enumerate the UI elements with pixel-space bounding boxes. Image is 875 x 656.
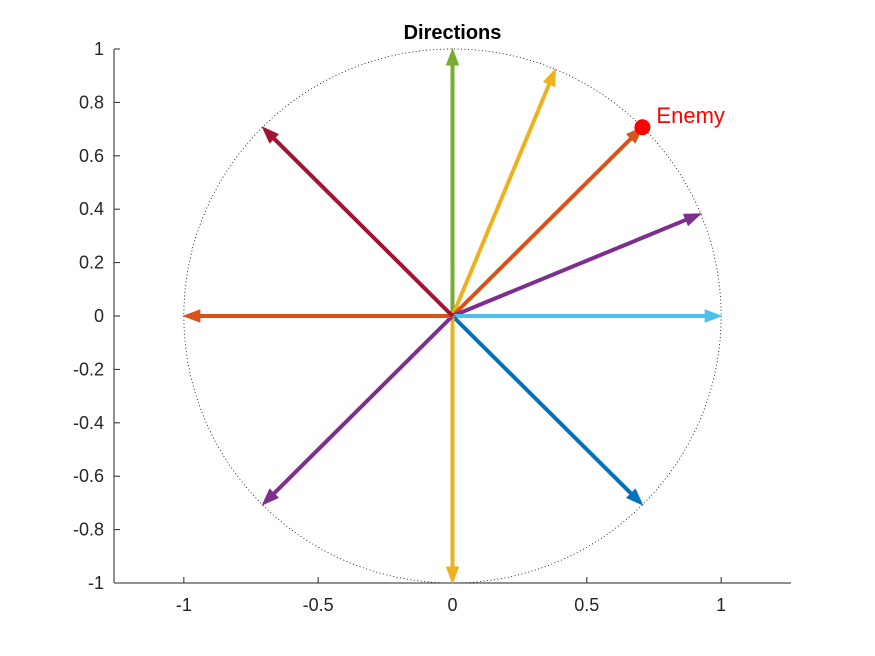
arrow: [451, 314, 644, 506]
arrow: [445, 316, 460, 585]
point-markers: Enemy: [634, 103, 725, 136]
y-tick-label: 0: [94, 306, 104, 326]
arrow-head: [182, 309, 201, 323]
arrow-shaft: [271, 314, 454, 497]
x-tick-label: -1: [176, 595, 192, 615]
arrow-head: [542, 67, 556, 88]
x-tick-label: 0: [447, 595, 457, 615]
y-tick-label: -0.6: [73, 466, 104, 486]
y-tick-label: -0.4: [73, 413, 104, 433]
arrow: [261, 126, 454, 318]
y-tick-label: -0.8: [73, 520, 104, 540]
y-tick-label: 0.2: [79, 253, 104, 273]
arrow-head: [682, 213, 703, 227]
arrow-head: [261, 126, 280, 144]
arrow-shaft: [451, 217, 689, 318]
axes: -1 -0.5 0 0.5 1 -1 -0.8 -0.6 -0.4 -0.2 0 0.2 0.4 0.6 0…: [73, 39, 791, 615]
chart-title: Directions: [404, 22, 502, 44]
arrow: [445, 47, 460, 316]
arrow-head: [445, 566, 460, 585]
x-tick-label: -0.5: [303, 595, 334, 615]
y-tick-label: -1: [88, 573, 104, 593]
arrow: [450, 67, 556, 317]
x-tick-label: 0.5: [574, 595, 599, 615]
y-tick-label: 1: [94, 39, 104, 59]
arrow: [452, 309, 723, 323]
arrow: [451, 213, 703, 318]
arrow-shaft: [450, 81, 552, 317]
arrow-series: [182, 47, 723, 585]
x-tick-label: 1: [716, 595, 726, 615]
arrow-head: [625, 488, 644, 506]
arrow: [182, 309, 453, 323]
y-tick-label: -0.2: [73, 359, 104, 379]
arrow-shaft: [271, 135, 454, 318]
y-tick-label: 0.8: [79, 92, 104, 112]
arrow-head: [704, 309, 723, 323]
arrow-shaft: [451, 314, 634, 497]
arrow-head: [261, 488, 280, 506]
enemy-marker: [634, 119, 651, 136]
arrow: [261, 314, 454, 506]
y-tick-label: 0.6: [79, 146, 104, 166]
arrow-head: [445, 47, 460, 66]
arrow-shaft: [451, 135, 634, 318]
enemy-label: Enemy: [656, 103, 724, 128]
y-tick-label: 0.4: [79, 199, 104, 219]
